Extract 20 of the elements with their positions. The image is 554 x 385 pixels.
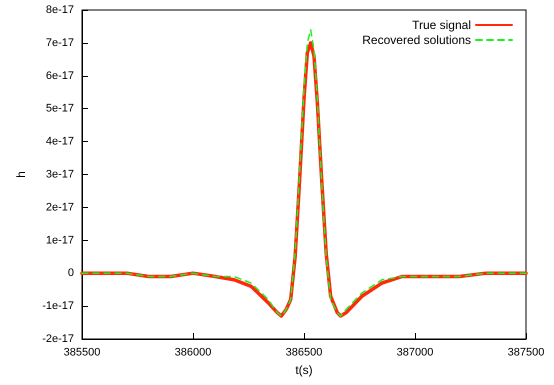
y-tick-label: 1e-17 (46, 234, 74, 246)
y-tick-label: 5e-17 (46, 102, 74, 115)
y-tick-label: -1e-17 (42, 300, 74, 312)
y-tick-label: 8e-17 (46, 4, 74, 16)
x-axis-title: t(s) (295, 363, 313, 377)
x-tick-label: 386000 (174, 346, 212, 358)
legend-label: True signal (412, 18, 471, 32)
y-axis-title: h (14, 171, 28, 178)
y-tick-label: 0 (68, 267, 74, 280)
x-tick-label: 387000 (396, 346, 434, 358)
legend-label: Recovered solutions (362, 33, 471, 47)
y-tick-label: 2e-17 (46, 201, 74, 214)
y-tick-label: -2e-17 (42, 333, 74, 345)
y-tick-label: 3e-17 (46, 168, 74, 180)
x-tick-label: 387500 (508, 346, 544, 358)
y-tick-label: 7e-17 (46, 36, 74, 49)
x-tick-label: 386500 (286, 346, 322, 358)
y-tick-label: 6e-17 (46, 70, 74, 82)
x-tick-label: 385500 (64, 346, 100, 358)
y-tick-label: 4e-17 (46, 136, 74, 148)
